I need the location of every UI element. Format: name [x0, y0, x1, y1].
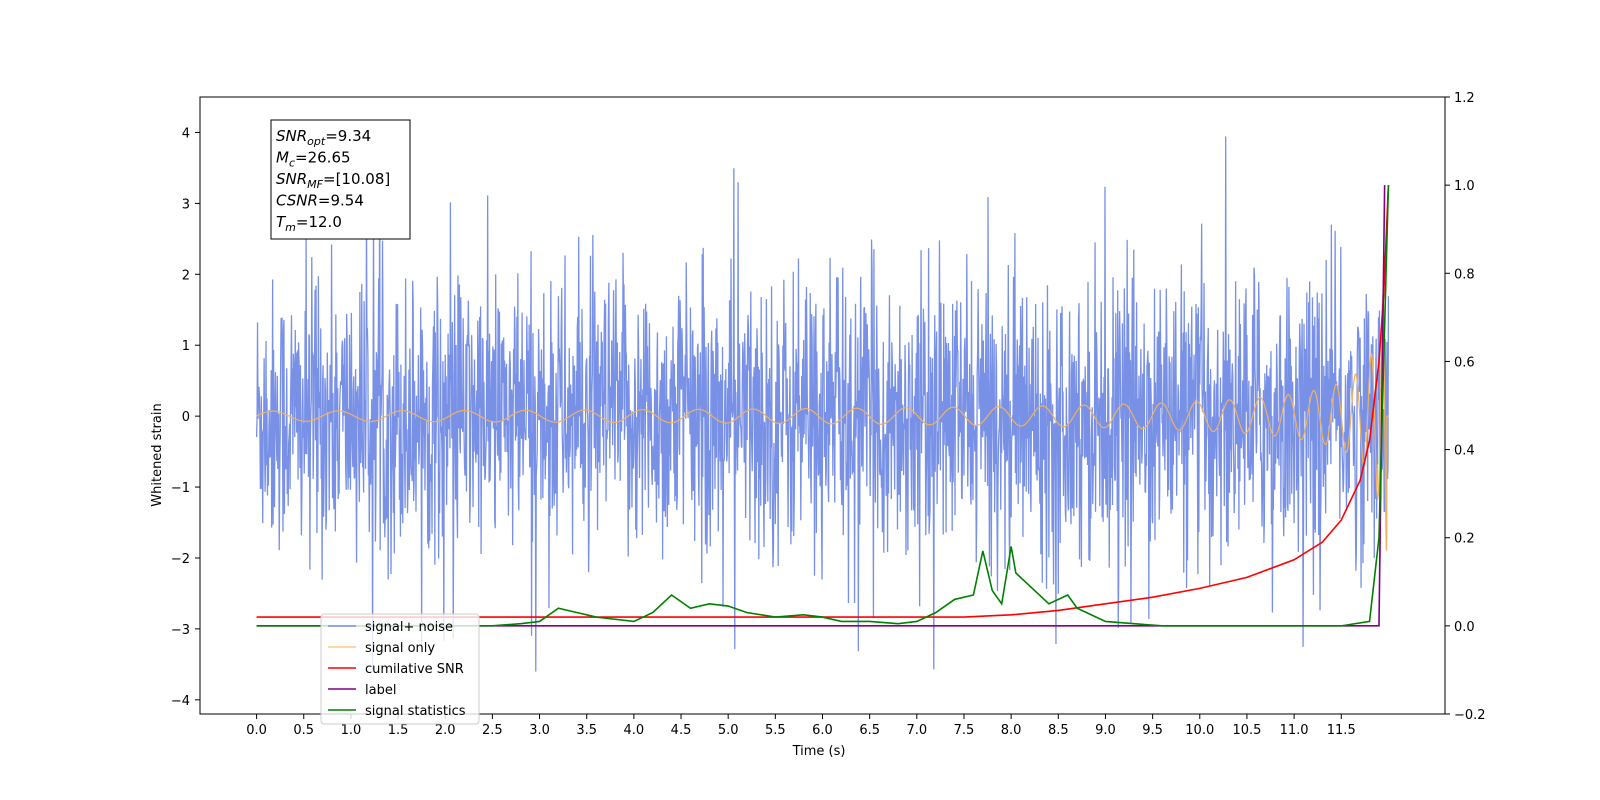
y-right-tick-label: 0.6: [1454, 355, 1475, 370]
series-signal-statistics: [256, 185, 1390, 627]
legend-label: signal+ noise: [365, 620, 453, 635]
x-tick-label: 10.0: [1185, 723, 1214, 738]
x-tick-label: 6.0: [812, 723, 833, 738]
series-cumilative-snr: [256, 185, 1390, 618]
y-axis-label: Whitened strain: [150, 403, 165, 506]
legend-label: signal statistics: [365, 704, 466, 719]
x-tick-label: 11.0: [1280, 723, 1309, 738]
x-tick-label: 8.0: [1001, 723, 1022, 738]
x-tick-label: 5.0: [718, 723, 739, 738]
legend-label: signal only: [365, 641, 435, 656]
annotation-line: Mc=26.65: [276, 149, 351, 170]
x-tick-label: 1.5: [388, 723, 409, 738]
annotation-line: CSNR=9.54: [276, 192, 364, 210]
y-tick-label: 1: [182, 339, 190, 354]
x-tick-label: 3.0: [529, 723, 550, 738]
legend-frame: [320, 613, 480, 725]
x-axis-label: Time (s): [792, 744, 846, 759]
y-tick-label: 3: [182, 197, 190, 212]
x-tick-label: 6.5: [859, 723, 880, 738]
y-tick-label: 0: [182, 410, 190, 425]
x-tick-label: 2.5: [482, 723, 503, 738]
x-tick-label: 9.5: [1142, 723, 1163, 738]
x-tick-label: 0.5: [293, 723, 314, 738]
y-right-tick-label: 1.2: [1454, 91, 1475, 106]
series-label: [256, 185, 1386, 627]
x-tick-label: 2.0: [435, 723, 456, 738]
y-right-tick-label: 0.2: [1454, 532, 1475, 547]
y-right-tick-label: 0.4: [1454, 444, 1475, 459]
y-right-tick-label: −0.2: [1454, 708, 1486, 723]
y-tick-label: 2: [182, 268, 190, 283]
y-right-tick-label: 1.0: [1454, 179, 1475, 194]
y-tick-label: −3: [171, 623, 190, 638]
x-axis: 0.0 0.5 1.0 1.5 2.0 2.5 3.0 3.5 4.0 4.5 5.0 5.5 6.0 6…: [246, 714, 1356, 738]
x-tick-label: 5.5: [765, 723, 786, 738]
legend-label: label: [365, 683, 396, 698]
x-tick-label: 4.0: [624, 723, 645, 738]
x-tick-label: 0.0: [246, 723, 267, 738]
legend-label: cumilative SNR: [365, 662, 464, 677]
y-tick-label: −2: [171, 552, 190, 567]
y-axis-left: 4 3 2 1 0 −1 −2 −3 −4: [171, 126, 200, 709]
series-signal-noise: [255, 136, 1390, 672]
annotation-line: Tm=12.0: [276, 213, 342, 234]
y-axis-right: 1.2 1.0 0.8 0.6 0.4 0.2 0.0 −0.2: [1445, 91, 1486, 723]
x-tick-label: 10.5: [1232, 723, 1261, 738]
annotation-box: SNRopt=9.34Mc=26.65SNRMF=[10.08]CSNR=9.5…: [270, 119, 411, 240]
annotation-frame: [270, 119, 411, 240]
x-tick-label: 7.0: [906, 723, 927, 738]
annotation-line: SNRopt=9.34: [276, 127, 371, 148]
x-tick-label: 8.5: [1048, 723, 1069, 738]
x-tick-label: 4.5: [671, 723, 692, 738]
y-right-tick-label: 0.8: [1454, 267, 1475, 282]
legend: signal+ noise signal only cumilative SNR la…: [320, 613, 480, 725]
x-tick-label: 9.0: [1095, 723, 1116, 738]
y-tick-label: −4: [171, 694, 190, 709]
y-tick-label: 4: [182, 126, 190, 141]
annotation-line: SNRMF=[10.08]: [276, 170, 390, 191]
x-tick-label: 3.5: [576, 723, 597, 738]
x-tick-label: 11.5: [1327, 723, 1356, 738]
x-tick-label: 1.0: [341, 723, 362, 738]
y-right-tick-label: 0.0: [1454, 620, 1475, 635]
y-tick-label: −1: [171, 481, 190, 496]
series-signal-only: [256, 294, 1389, 551]
x-tick-label: 7.5: [954, 723, 975, 738]
